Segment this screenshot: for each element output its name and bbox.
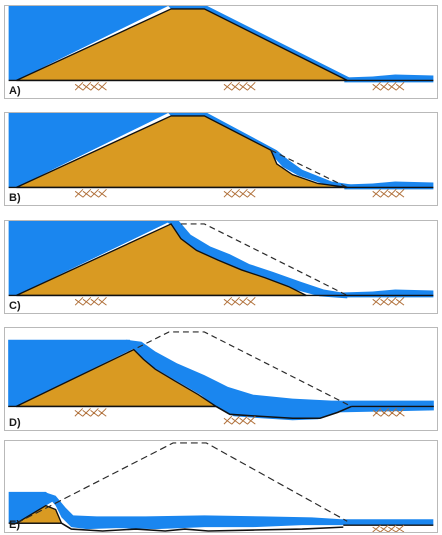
reservoir-water (8, 113, 169, 188)
stage-panel-d: D) (4, 327, 438, 431)
ground-hatch (74, 296, 405, 306)
ground-hatch (74, 408, 405, 425)
original-dam-profile (137, 331, 352, 407)
panel-label-e: E) (9, 519, 20, 531)
panel-label-c: C) (9, 300, 21, 312)
stage-panel-b: B) (4, 112, 438, 206)
original-dam-profile (180, 223, 348, 296)
original-dam-profile (16, 442, 348, 524)
reservoir-water (8, 491, 56, 524)
panel-label-b: B) (9, 192, 21, 204)
ground-hatch (74, 188, 405, 198)
scour-bed (61, 522, 344, 532)
stage-b-figure (8, 113, 434, 198)
panel-label-d: D) (9, 417, 21, 429)
dam-embankment (15, 348, 219, 408)
dam-embankment (16, 115, 348, 189)
downstream-water (341, 289, 434, 298)
downstream-water (344, 74, 434, 83)
reservoir-water (8, 339, 136, 407)
ground-hatch (372, 524, 405, 532)
original-dam-profile (270, 149, 348, 188)
reservoir-water (8, 6, 169, 81)
stage-panel-a: A) (4, 5, 438, 99)
panel-label-a: A) (9, 85, 21, 97)
stage-c-figure (8, 221, 434, 306)
stage-a-figure (8, 6, 434, 91)
downstream-water (344, 181, 434, 190)
breach-water-flow (125, 339, 434, 421)
stage-e-figure (8, 442, 434, 532)
stage-d-figure (8, 331, 434, 425)
breach-water-flow (43, 491, 434, 530)
breach-water-flow (165, 221, 348, 299)
scour-hole (215, 405, 352, 420)
stage-panel-c: C) (4, 220, 438, 314)
reservoir-water (8, 221, 172, 296)
ground-hatch (74, 81, 405, 91)
dam-embankment (16, 223, 307, 297)
stage-panel-e: E) (4, 440, 438, 533)
